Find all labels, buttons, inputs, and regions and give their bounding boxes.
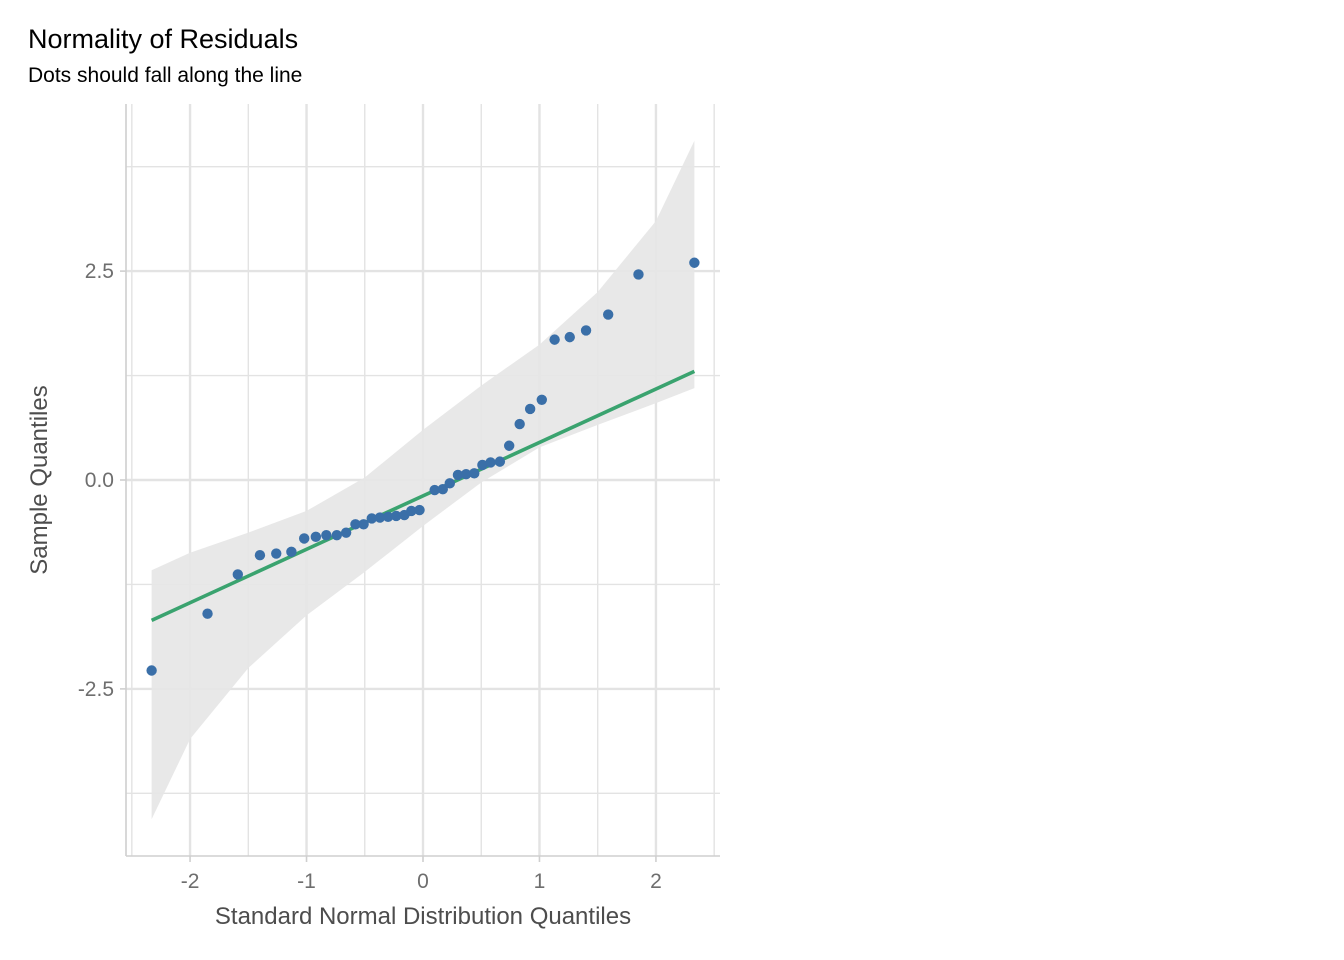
y-axis-label: Sample Quantiles — [26, 385, 53, 574]
data-point — [382, 511, 394, 522]
data-point — [374, 512, 386, 523]
data-point — [232, 569, 244, 580]
chart-subtitle: Dots should fall along the line — [28, 64, 303, 87]
data-point — [406, 505, 417, 517]
data-point — [477, 459, 488, 471]
data-point — [202, 608, 213, 619]
data-point — [299, 533, 310, 544]
data-point — [549, 334, 560, 345]
data-point — [485, 457, 496, 468]
y-tick-label: 2.5 — [85, 260, 114, 283]
data-point — [429, 484, 440, 496]
data-point — [254, 550, 266, 561]
data-point — [146, 665, 157, 676]
data-point — [340, 527, 352, 538]
x-tick-label: -2 — [181, 870, 200, 893]
data-point — [469, 468, 480, 479]
data-point — [460, 468, 472, 480]
data-point — [331, 529, 343, 541]
data-point — [633, 269, 644, 280]
x-tick-label: 1 — [534, 870, 546, 893]
data-point — [271, 548, 282, 559]
data-point — [391, 510, 402, 522]
data-point — [321, 529, 332, 541]
data-point — [286, 546, 297, 558]
y-tick-label: -2.5 — [78, 678, 114, 701]
data-point — [358, 519, 369, 530]
plot-panel: -2 -1 0 1 2 -2.5 0.0 2.5 — [78, 104, 720, 893]
data-point — [580, 325, 592, 336]
data-point — [366, 513, 377, 524]
data-point — [414, 504, 425, 516]
reference-line — [150, 369, 696, 623]
data-point — [437, 483, 448, 495]
data-point — [602, 309, 614, 320]
data-point — [524, 403, 536, 415]
data-point — [452, 469, 464, 481]
x-tick-label: 2 — [650, 870, 662, 893]
x-tick-label: 0 — [417, 870, 429, 893]
data-point — [536, 394, 547, 405]
data-point — [689, 257, 700, 268]
data-point — [494, 456, 506, 467]
x-tick-label: -1 — [297, 870, 316, 893]
chart-title: Normality of Residuals — [28, 24, 299, 54]
data-point — [514, 418, 525, 430]
data-point — [350, 519, 361, 530]
confidence-band — [151, 140, 695, 820]
data-point — [310, 531, 322, 543]
data-point — [444, 478, 455, 489]
data-point — [503, 440, 515, 451]
x-axis-label: Standard Normal Distribution Quantiles — [215, 903, 631, 930]
y-tick-label: 0.0 — [85, 469, 114, 492]
data-point — [564, 331, 575, 343]
